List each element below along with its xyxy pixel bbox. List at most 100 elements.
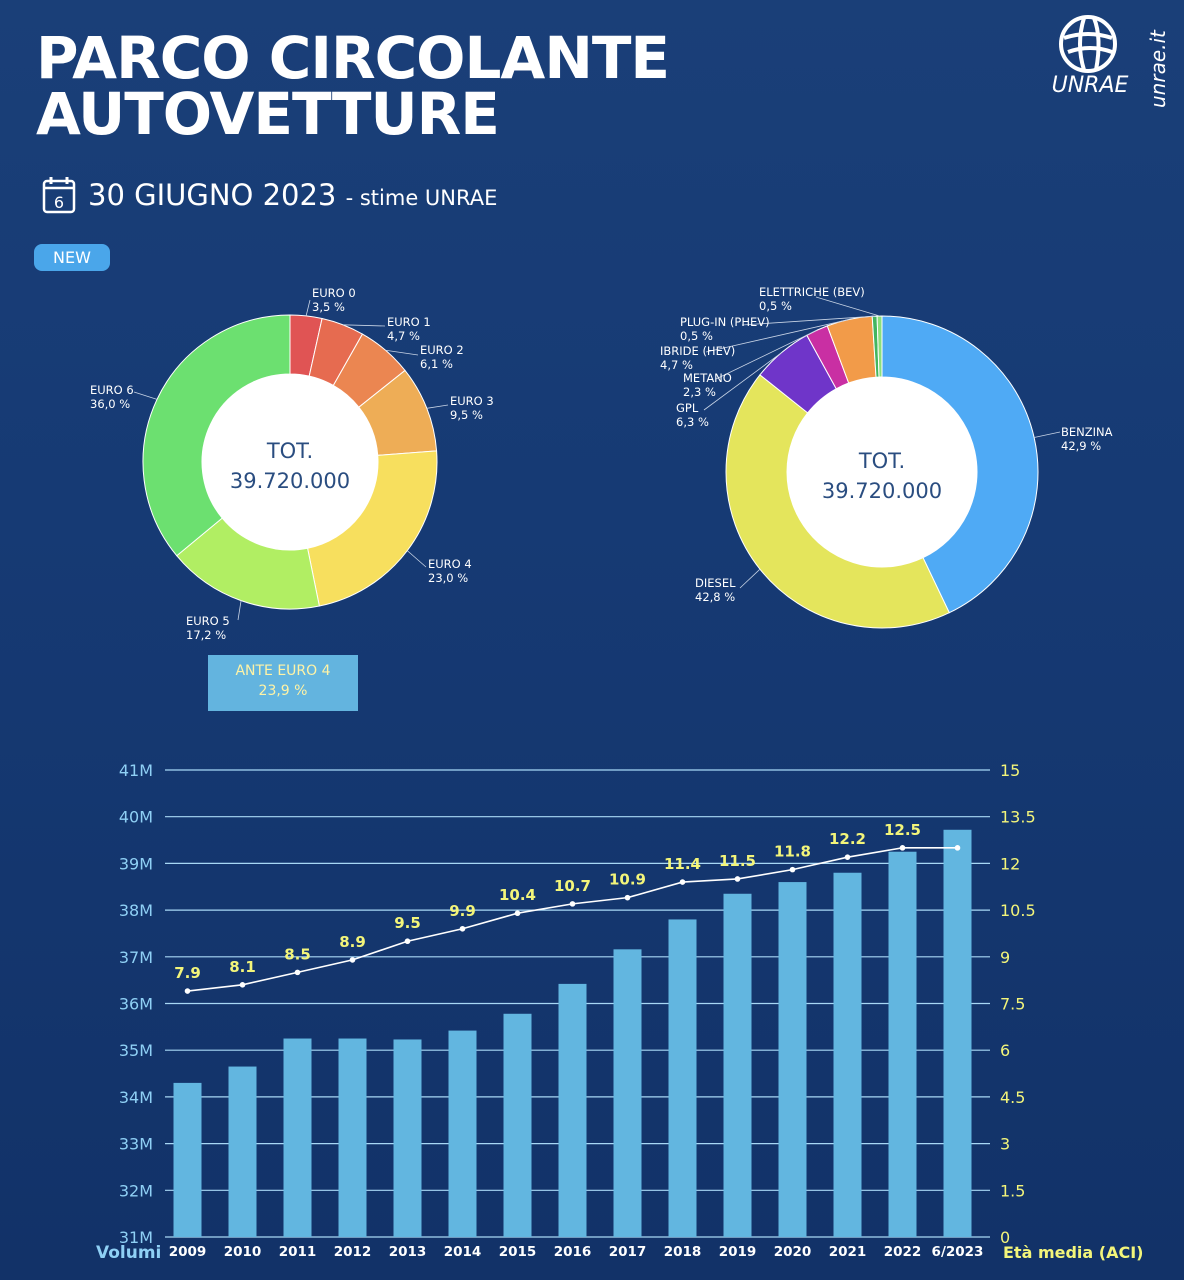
x-tick-label: 2018 xyxy=(664,1244,702,1260)
y-right-tick: 6 xyxy=(1000,1041,1010,1060)
y-right-tick: 1.5 xyxy=(1000,1181,1025,1200)
bar-2015 xyxy=(503,1013,532,1237)
x-tick-label: 2019 xyxy=(719,1244,757,1260)
y-left-tick: 39M xyxy=(119,854,153,873)
slice-value-plug-in-phev: 0,5 % xyxy=(680,329,713,343)
y-left-tick: 36M xyxy=(119,995,153,1014)
unrae-logo: UNRAE xyxy=(1052,15,1129,98)
slice-label-plug-in-phev: PLUG-IN (PHEV) xyxy=(680,315,770,329)
calendar-icon: 6 xyxy=(42,177,76,214)
ante-euro4-label: ANTE EURO 4 xyxy=(235,663,331,679)
y-right-tick: 10.5 xyxy=(1000,901,1036,920)
slice-value-euro-5: 17,2 % xyxy=(186,628,226,642)
slice-label-benzina: BENZINA xyxy=(1061,425,1113,439)
age-point xyxy=(844,854,851,860)
leader-metano xyxy=(715,329,818,380)
x-tick-label: 2013 xyxy=(389,1244,427,1260)
age-data-label: 11.8 xyxy=(774,843,811,861)
age-point xyxy=(679,879,686,885)
leader-euro-4 xyxy=(407,550,427,568)
x-tick-label: 2017 xyxy=(609,1244,647,1260)
y-left-tick: 38M xyxy=(119,901,153,920)
age-data-label: 8.9 xyxy=(339,933,366,951)
bar-2021 xyxy=(833,872,862,1237)
bar-2011 xyxy=(283,1038,312,1237)
donut-center xyxy=(202,374,378,550)
age-point xyxy=(899,845,906,851)
age-point xyxy=(624,894,631,901)
age-data-label: 8.1 xyxy=(229,958,256,976)
bar-2018 xyxy=(668,919,697,1237)
leader-euro-5 xyxy=(237,600,242,621)
leader-diesel xyxy=(739,568,761,589)
slice-value-elettriche-bev: 0,5 % xyxy=(759,299,792,313)
age-data-label: 8.5 xyxy=(284,945,311,963)
slice-value-euro-0: 3,5 % xyxy=(312,300,345,314)
y-right-tick: 15 xyxy=(1000,761,1020,780)
slice-label-euro-5: EURO 5 xyxy=(186,614,230,628)
y-right-tick: 9 xyxy=(1000,948,1010,967)
leader-elettriche-bev xyxy=(815,296,880,317)
bar-2020 xyxy=(778,882,807,1237)
age-data-label: 10.9 xyxy=(609,871,646,889)
y-right-tick: 12 xyxy=(1000,854,1020,873)
x-tick-label: 2014 xyxy=(444,1244,482,1260)
age-point xyxy=(349,957,356,963)
age-data-label: 10.7 xyxy=(554,877,591,895)
leader-benzina xyxy=(1034,431,1061,438)
logo-text: UNRAE xyxy=(1052,73,1129,98)
slice-value-euro-1: 4,7 % xyxy=(387,329,420,343)
center-label-line2: 39.720.000 xyxy=(822,479,942,503)
x-tick-label: 6/2023 xyxy=(932,1244,984,1260)
slice-label-euro-0: EURO 0 xyxy=(312,286,356,300)
x-tick-label: 2021 xyxy=(829,1244,867,1260)
age-point xyxy=(184,988,191,994)
x-tick-label: 2016 xyxy=(554,1244,592,1260)
y-left-tick: 34M xyxy=(119,1088,153,1107)
bar-2010 xyxy=(228,1066,257,1237)
age-point xyxy=(569,901,576,907)
title-line-2: AUTOVETTURE xyxy=(36,80,500,148)
age-data-label: 9.5 xyxy=(394,914,421,932)
leader-euro-6 xyxy=(133,391,158,400)
bar-2014 xyxy=(448,1030,477,1237)
slice-value-euro-2: 6,1 % xyxy=(420,357,453,371)
slice-label-euro-4: EURO 4 xyxy=(428,557,472,571)
slice-label-elettriche-bev: ELETTRICHE (BEV) xyxy=(759,285,865,299)
slice-label-euro-2: EURO 2 xyxy=(420,343,464,357)
y-left-tick: 37M xyxy=(119,948,153,967)
slice-value-euro-3: 9,5 % xyxy=(450,408,483,422)
page-title: PARCO CIRCOLANTE AUTOVETTURE xyxy=(36,24,670,148)
y-left-tick: 32M xyxy=(119,1181,153,1200)
x-tick-label: 2015 xyxy=(499,1244,537,1260)
age-point xyxy=(514,910,521,917)
bar-2013 xyxy=(393,1039,422,1237)
age-data-label: 10.4 xyxy=(499,886,536,904)
bar-2012 xyxy=(338,1038,367,1237)
center-label-line1: TOT. xyxy=(266,439,313,463)
slice-value-euro-6: 36,0 % xyxy=(90,397,130,411)
slice-label-gpl: GPL xyxy=(676,401,699,415)
age-point xyxy=(954,845,961,851)
slice-value-ibride-hev: 4,7 % xyxy=(660,358,693,372)
ante-euro4-box: ANTE EURO 4 23,9 % xyxy=(208,655,358,711)
leader-plug-in-phev xyxy=(741,315,875,326)
age-point xyxy=(459,925,466,932)
y-right-tick: 4.5 xyxy=(1000,1088,1025,1107)
leader-gpl xyxy=(703,352,782,411)
bar-2016 xyxy=(558,983,587,1237)
title-line-1: PARCO CIRCOLANTE xyxy=(36,24,670,92)
leader-ibride-hev xyxy=(705,319,850,353)
slice-value-diesel: 42,8 % xyxy=(695,590,735,604)
slice-value-gpl: 6,3 % xyxy=(676,415,709,429)
calendar-number: 6 xyxy=(54,193,64,212)
age-data-label: 9.9 xyxy=(449,902,476,920)
age-data-label: 12.2 xyxy=(829,830,866,848)
center-label-line2: 39.720.000 xyxy=(230,469,350,493)
x-tick-label: 2012 xyxy=(334,1244,372,1260)
x-tick-label: 2010 xyxy=(224,1244,262,1260)
age-data-label: 11.5 xyxy=(719,852,756,870)
y-right-tick: 0 xyxy=(1000,1228,1010,1247)
y-left-tick: 35M xyxy=(119,1041,153,1060)
